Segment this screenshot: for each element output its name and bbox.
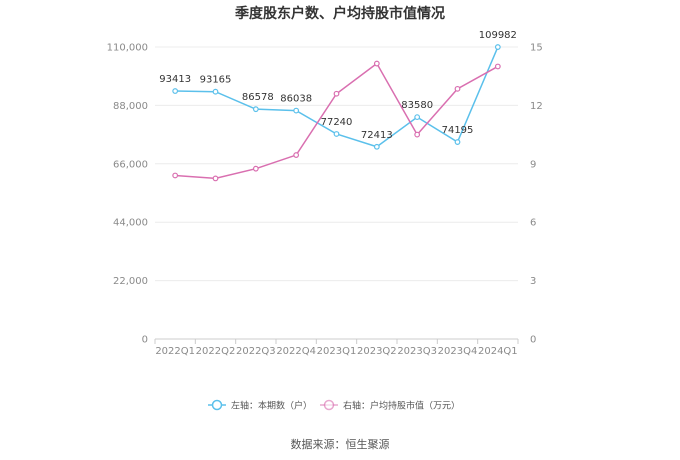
x-tick-label: 2022Q1 [155, 346, 195, 357]
series-group: 93413 93165 86578 86038 77240 72413 83580 74195… [159, 30, 517, 182]
data-point [293, 152, 300, 158]
legend-label: 左轴：本期数（户） [231, 400, 312, 412]
data-label: 93413 [159, 74, 191, 85]
y-left-tick-label: 0 [142, 335, 148, 346]
data-point [414, 131, 421, 138]
x-tick-label: 2024Q1 [478, 346, 518, 357]
y-axis-right: 0 3 6 9 12 15 [530, 43, 543, 346]
data-point [212, 175, 219, 182]
grid-lines [155, 46, 518, 340]
x-tick-label: 2023Q1 [317, 346, 357, 357]
legend-swatch-marker [211, 399, 223, 411]
data-point [454, 85, 461, 92]
data-point [252, 165, 259, 172]
y-left-tick-label: 44,000 [113, 218, 148, 229]
data-point [494, 63, 501, 70]
data-label: 109982 [479, 30, 517, 41]
y-right-tick-label: 12 [530, 101, 543, 112]
y-right-tick-label: 3 [530, 276, 536, 287]
data-point [212, 88, 219, 95]
legend: 左轴：本期数（户） 右轴：户均持股市值（万元） [208, 400, 460, 412]
y-axis-left: 0 22,000 44,000 66,000 88,000 110,000 [107, 43, 148, 346]
x-tick-label: 2023Q3 [397, 346, 437, 357]
data-point [454, 139, 461, 145]
legend-label: 右轴：户均持股市值（万元） [343, 400, 460, 412]
y-left-tick-label: 22,000 [113, 276, 148, 287]
data-label: 77240 [321, 117, 353, 128]
y-right-tick-label: 9 [530, 159, 536, 170]
data-label: 86038 [280, 94, 312, 105]
x-tick-label: 2023Q4 [438, 346, 478, 357]
x-tick-label: 2022Q2 [196, 346, 236, 357]
y-left-tick-label: 88,000 [113, 101, 148, 112]
data-label: 83580 [401, 100, 433, 111]
data-point [373, 143, 380, 150]
x-tick-label: 2023Q2 [357, 346, 397, 357]
data-point [333, 131, 340, 137]
x-tick-label: 2022Q3 [236, 346, 276, 357]
data-point [494, 44, 501, 50]
legend-swatch-marker [323, 399, 335, 411]
x-axis: 2022Q1 2022Q2 2022Q3 2022Q4 2023Q1 2023Q2 2023… [154, 339, 519, 357]
data-point [293, 107, 300, 114]
data-point [333, 90, 340, 97]
data-label: 93165 [200, 75, 232, 86]
y-left-tick-label: 66,000 [113, 159, 148, 170]
x-tick-label: 2022Q4 [276, 346, 316, 357]
data-point [414, 114, 421, 121]
y-right-tick-label: 6 [530, 218, 536, 229]
y-right-tick-label: 0 [530, 335, 536, 346]
data-source: 数据来源：恒生聚源 [290, 438, 390, 451]
y-right-tick-label: 15 [530, 43, 543, 54]
data-point [172, 172, 179, 179]
data-label: 86578 [242, 92, 274, 103]
chart-title: 季度股东户数、户均持股市值情况 [235, 6, 445, 22]
data-point [252, 106, 259, 113]
data-point [373, 60, 380, 67]
data-label: 74195 [442, 125, 474, 136]
data-label: 72413 [361, 130, 393, 141]
y-left-tick-label: 110,000 [107, 43, 148, 54]
data-point [172, 88, 179, 94]
